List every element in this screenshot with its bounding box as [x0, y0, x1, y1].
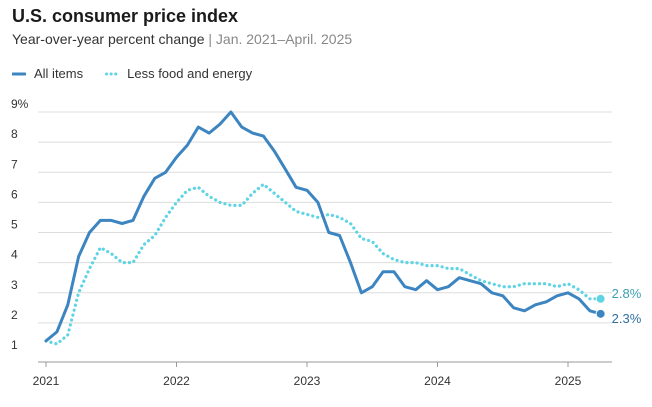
series-line-all-items — [44, 110, 603, 343]
legend-label-core: Less food and energy — [127, 66, 253, 81]
y-tick-label: 5 — [11, 218, 18, 232]
y-tick-label: 1 — [11, 338, 18, 352]
y-tick-label: 9% — [11, 97, 29, 111]
end-marker-all-items — [595, 308, 606, 319]
x-tick-label: 2024 — [424, 374, 451, 388]
x-tick-label: 2022 — [163, 374, 190, 388]
series-line-core — [44, 182, 603, 346]
chart-subtitle: Year-over-year percent change | Jan. 202… — [12, 31, 352, 47]
y-tick-label: 4 — [11, 248, 18, 262]
end-marker-core — [595, 293, 606, 304]
y-tick-label: 2 — [11, 308, 18, 322]
subtitle-separator: | — [208, 31, 213, 47]
x-tick-label: 2025 — [555, 374, 582, 388]
x-tick-label: 2021 — [33, 374, 60, 388]
y-tick-label: 7 — [11, 157, 18, 171]
x-tick-label: 2023 — [294, 374, 321, 388]
y-tick-label: 6 — [11, 187, 18, 201]
subtitle-text: Year-over-year percent change — [12, 31, 205, 47]
end-label-all-items: 2.3% — [612, 311, 642, 326]
legend-label-all-items: All items — [34, 66, 84, 81]
subtitle-date-range: Jan. 2021–April. 2025 — [215, 31, 353, 47]
chart-title: U.S. consumer price index — [12, 6, 239, 26]
legend-item-all-items: All items — [12, 66, 83, 81]
legend-swatch-dotted — [105, 72, 120, 75]
y-tick-label: 3 — [11, 278, 18, 292]
end-label-core: 2.8% — [612, 286, 642, 301]
chart-legend: All items Less food and energy — [12, 66, 274, 81]
legend-swatch-solid — [12, 72, 26, 75]
y-tick-label: 8 — [11, 127, 18, 141]
legend-item-core: Less food and energy — [105, 66, 252, 81]
